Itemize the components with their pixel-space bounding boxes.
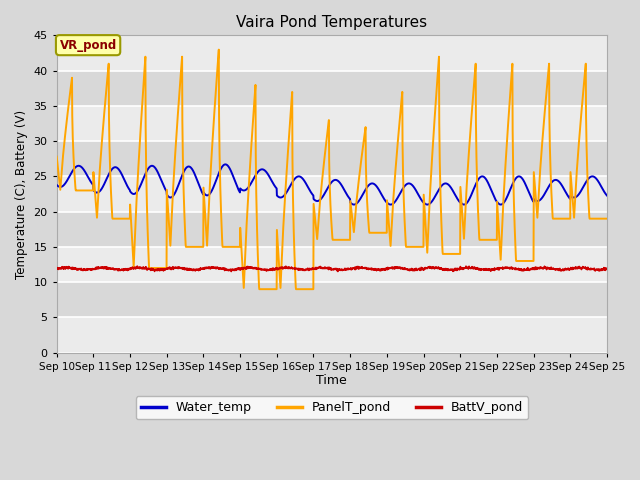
Water_temp: [350, 202, 358, 207]
Bar: [57, 317, 607, 353]
Legend: Water_temp, PanelT_pond, BattV_pond: Water_temp, PanelT_pond, BattV_pond: [136, 396, 528, 420]
PanelT_pond: [603, 216, 611, 222]
Bar: [57, 36, 607, 71]
Water_temp: [221, 161, 229, 167]
PanelT_pond: [206, 178, 214, 183]
Water_temp: [492, 198, 500, 204]
BattV_pond: [53, 265, 61, 271]
BattV_pond: [555, 266, 563, 272]
PanelT_pond: [570, 215, 578, 221]
PanelT_pond: [255, 286, 263, 292]
PanelT_pond: [348, 214, 356, 219]
BattV_pond: [360, 265, 368, 271]
BattV_pond: [492, 265, 500, 271]
BattV_pond: [227, 269, 235, 275]
Line: PanelT_pond: PanelT_pond: [57, 49, 607, 289]
Text: VR_pond: VR_pond: [60, 39, 116, 52]
PanelT_pond: [492, 237, 500, 243]
BattV_pond: [133, 263, 141, 269]
Title: Vaira Pond Temperatures: Vaira Pond Temperatures: [236, 15, 428, 30]
PanelT_pond: [360, 135, 368, 141]
Water_temp: [555, 179, 563, 184]
Y-axis label: Temperature (C), Battery (V): Temperature (C), Battery (V): [15, 109, 28, 278]
Line: Water_temp: Water_temp: [57, 164, 607, 204]
Bar: [57, 71, 607, 106]
Bar: [57, 176, 607, 212]
BattV_pond: [207, 266, 214, 272]
Bar: [57, 141, 607, 176]
Water_temp: [348, 201, 356, 207]
Bar: [57, 106, 607, 141]
PanelT_pond: [53, 154, 61, 159]
BattV_pond: [570, 265, 578, 271]
Line: BattV_pond: BattV_pond: [57, 266, 607, 272]
Bar: [57, 212, 607, 247]
Water_temp: [360, 189, 368, 195]
Water_temp: [570, 194, 578, 200]
Water_temp: [206, 191, 214, 196]
Bar: [57, 282, 607, 317]
X-axis label: Time: Time: [316, 374, 347, 387]
BattV_pond: [348, 266, 356, 272]
PanelT_pond: [555, 216, 563, 222]
Bar: [57, 247, 607, 282]
PanelT_pond: [215, 47, 223, 52]
Water_temp: [603, 192, 611, 198]
BattV_pond: [603, 266, 611, 272]
Water_temp: [53, 182, 61, 188]
